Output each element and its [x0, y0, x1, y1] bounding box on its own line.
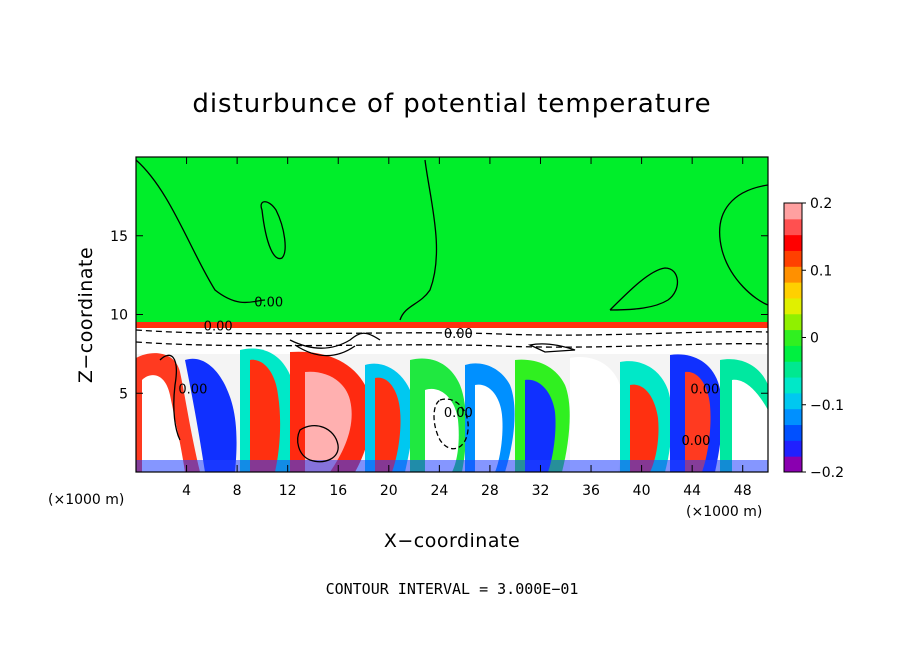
x-tick-label: 36: [582, 483, 600, 499]
colorbar-swatch: [784, 377, 802, 394]
x-tick-label: 28: [481, 483, 499, 499]
colorbar-swatch: [784, 266, 802, 283]
colorbar-swatch: [784, 408, 802, 426]
potential-temperature-field: [136, 157, 768, 472]
x-tick-label: 44: [683, 483, 701, 499]
colorbar-tick-label: 0.2: [810, 196, 832, 212]
x-tick-label: 40: [633, 483, 651, 499]
colorbar-swatch: [784, 424, 802, 441]
upper-layer: [136, 157, 768, 325]
contour-label: 0.00: [690, 382, 719, 397]
contour-label: 0.00: [444, 406, 473, 421]
x-tick-label: 4: [182, 483, 191, 499]
colorbar-swatch: [784, 234, 802, 251]
colorbar-swatch: [784, 282, 802, 299]
contour-label: 0.00: [444, 327, 473, 342]
y-axis-ticks: 5 10 15: [110, 229, 768, 402]
colorbar: [783, 202, 803, 473]
colorbar-swatch: [784, 218, 802, 236]
y-axis-label: Z−coordinate: [75, 247, 97, 383]
x-tick-label: 8: [233, 483, 242, 499]
colorbar-tick-label: 0.1: [810, 263, 832, 279]
x-tick-label: 32: [532, 483, 550, 499]
x-axis-ticks: 4 8 12 16 20 24 28 32 36 40 44 48: [182, 157, 752, 499]
colorbar-tick-label: −0.1: [810, 398, 844, 414]
colorbar-swatch: [784, 297, 802, 315]
x-unit-right: (×1000 m): [686, 504, 762, 520]
x-tick-label: 20: [380, 483, 398, 499]
x-unit-left: (×1000 m): [48, 492, 124, 508]
chart-title: disturbunce of potential temperature: [192, 89, 711, 119]
colorbar-swatch: [784, 361, 802, 378]
convective-cells: [136, 348, 768, 472]
colorbar-swatch: [784, 345, 802, 362]
contour-label: 0.00: [254, 296, 283, 311]
contour-labels: 0.00 0.00 0.00 0.00 0.00 0.00 0.00: [178, 296, 719, 450]
x-tick-label: 16: [329, 483, 347, 499]
contour-label: 0.00: [204, 319, 233, 334]
colorbar-swatch: [784, 456, 802, 473]
y-tick-label: 15: [110, 229, 128, 245]
x-axis-label: X−coordinate: [384, 530, 520, 552]
inversion-band: [136, 322, 768, 328]
x-tick-label: 12: [279, 483, 297, 499]
colorbar-tick-label: 0: [810, 331, 819, 347]
x-tick-label: 24: [430, 483, 448, 499]
contour-lines: [136, 159, 768, 463]
contour-label: 0.00: [178, 382, 207, 397]
colorbar-swatch: [784, 440, 802, 457]
contour-interval-note: CONTOUR INTERVAL = 3.000E−01: [326, 580, 579, 598]
colorbar-swatch: [784, 329, 802, 346]
y-tick-label: 10: [110, 308, 128, 324]
colorbar-tick-label: −0.2: [810, 465, 844, 481]
x-tick-label: 48: [734, 483, 752, 499]
colorbar-swatch: [784, 203, 802, 220]
colorbar-ticks: 0.2 0.1 0 −0.1 −0.2: [802, 196, 844, 481]
colorbar-swatch: [784, 392, 802, 410]
y-tick-label: 5: [119, 386, 128, 402]
colorbar-swatch: [784, 250, 802, 267]
colorbar-swatch: [784, 313, 802, 331]
contour-label: 0.00: [681, 434, 710, 449]
